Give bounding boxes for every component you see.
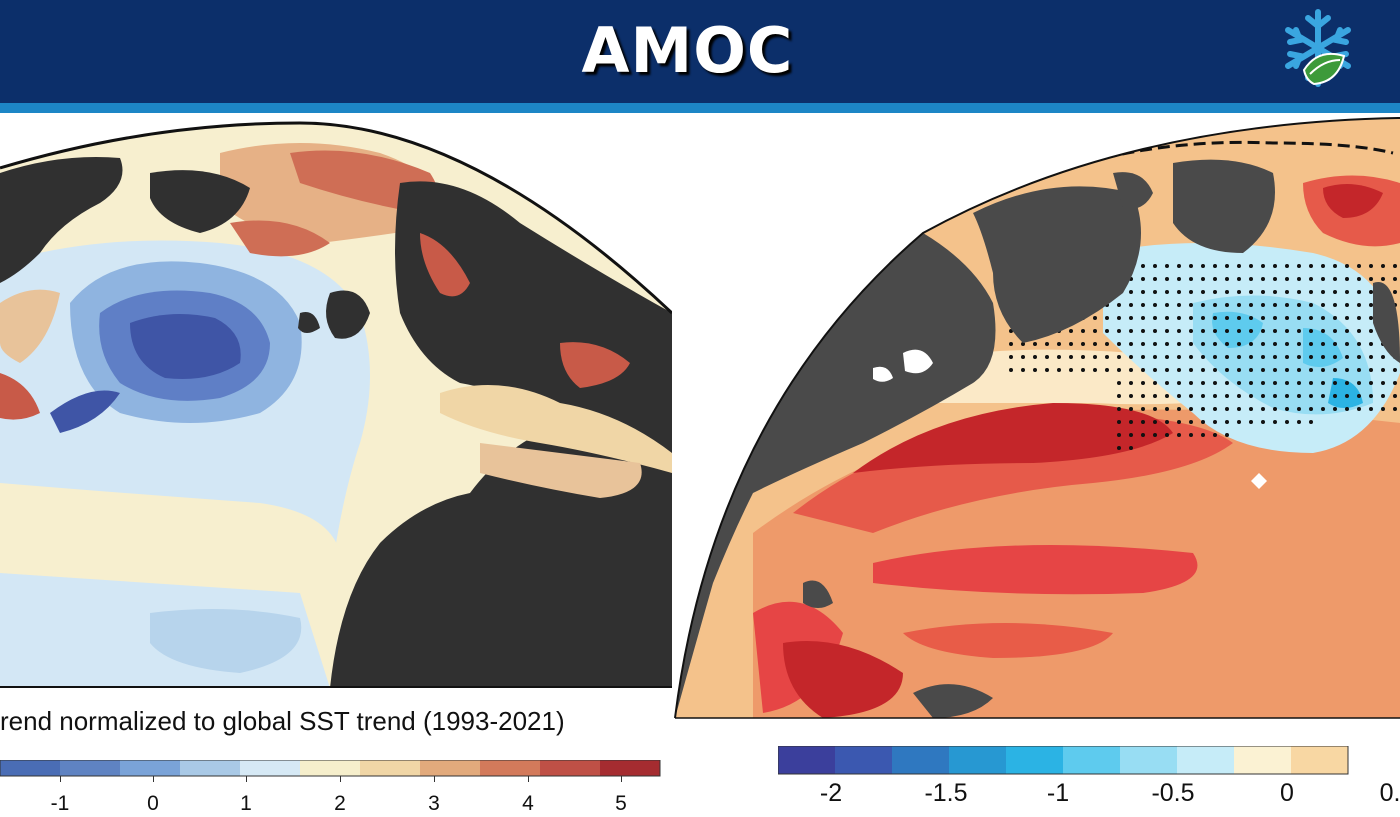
- sst-trend-map-left: [0, 121, 672, 688]
- colorbar-segment: [778, 746, 836, 774]
- colorbar-tick-mark: [60, 776, 61, 782]
- colorbar-segment: [0, 760, 61, 776]
- colorbar-segment: [420, 760, 481, 776]
- colorbar-segment: [1006, 746, 1064, 774]
- colorbar-tick-label: -1.5: [924, 779, 968, 807]
- header-stripe: [0, 103, 1400, 113]
- colorbar-tick-mark: [528, 776, 529, 782]
- colorbar-segment: [540, 760, 601, 776]
- colorbar-segment: [60, 760, 121, 776]
- colorbar-segment: [300, 760, 361, 776]
- snowflake-logo-icon: [1285, 9, 1351, 87]
- colorbar-tick-label: 5: [615, 792, 627, 815]
- page-title: AMOC: [581, 14, 794, 87]
- colorbar-tick-mark: [340, 776, 341, 782]
- colorbar-tick-label: 0: [147, 792, 159, 815]
- colorbar-tick-label: 2: [334, 792, 346, 815]
- colorbar-tick-mark: [153, 776, 154, 782]
- colorbar-tick-mark: [621, 776, 622, 782]
- colorbar-tick-label: 4: [522, 792, 534, 815]
- colorbar-segment: [240, 760, 301, 776]
- colorbar-right: [778, 746, 1349, 775]
- colorbar-tick-label: 3: [428, 792, 440, 815]
- colorbar-segment: [835, 746, 893, 774]
- colorbar-segment: [949, 746, 1007, 774]
- colorbar-segment: [1177, 746, 1235, 774]
- colorbar-segment: [360, 760, 421, 776]
- colorbar-tick-mark: [246, 776, 247, 782]
- colorbar-tick-label: 0: [1280, 779, 1294, 807]
- colorbar-segment: [180, 760, 241, 776]
- colorbar-tick-label: -1: [50, 792, 70, 815]
- colorbar-segment: [1063, 746, 1121, 774]
- colorbar-segment: [1291, 746, 1349, 774]
- colorbar-segment: [600, 760, 661, 776]
- colorbar-tick-mark: [434, 776, 435, 782]
- colorbar-segment: [892, 746, 950, 774]
- amoc-sst-map-right: [674, 117, 1400, 719]
- colorbar-tick-label: -1: [1046, 779, 1070, 807]
- colorbar-segment: [1120, 746, 1178, 774]
- colorbar-tick-label: -0.5: [1151, 779, 1195, 807]
- colorbar-segment: [480, 760, 541, 776]
- colorbar-tick-label: -2: [819, 779, 843, 807]
- colorbar-segment: [1234, 746, 1292, 774]
- header-bar: [0, 0, 1400, 103]
- colorbar-tick-label: 1: [240, 792, 252, 815]
- colorbar-tick-label: 0.: [1379, 779, 1400, 807]
- colorbar-segment: [120, 760, 181, 776]
- colorbar-title-left: rend normalized to global SST trend (199…: [0, 706, 565, 736]
- colorbar-left: [0, 760, 661, 777]
